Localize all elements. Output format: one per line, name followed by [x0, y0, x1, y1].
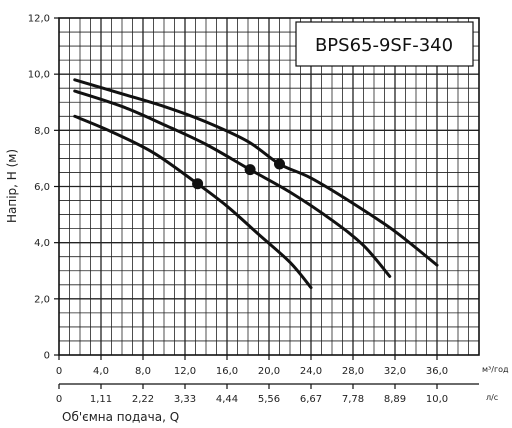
- y-tick-label: 8,0: [34, 126, 50, 137]
- y-tick-label: 12,0: [28, 14, 50, 25]
- x2-tick-label: 3,33: [174, 394, 196, 405]
- x2-unit-label: л/с: [486, 393, 498, 402]
- x2-tick-label: 0: [56, 394, 62, 405]
- x-tick-labels: 0 4,0 8,0 12,0 16,0 20,0 24,0 28,0 32,0 36,0: [56, 355, 448, 377]
- x-tick-label: 32,0: [384, 366, 406, 377]
- y-axis-label: Напір, H (м): [5, 149, 19, 223]
- curve-1-marker: [274, 158, 285, 170]
- curve-3: [73, 114, 313, 290]
- x-tick-label: 36,0: [426, 366, 448, 377]
- grid: [59, 18, 479, 355]
- x-tick-label: 24,0: [300, 366, 322, 377]
- curve-3-marker: [192, 178, 204, 190]
- x2-tick-label: 4,44: [216, 394, 238, 405]
- x-tick-label: 12,0: [174, 366, 196, 377]
- x-tick-label: 8,0: [135, 366, 151, 377]
- x2-tick-label: 2,22: [132, 394, 154, 405]
- x-tick-label: 16,0: [216, 366, 238, 377]
- x2-tick-label: 1,11: [90, 394, 112, 405]
- x2-tick-label: 10,0: [426, 394, 448, 405]
- x-tick-label: 20,0: [258, 366, 280, 377]
- y-tick-labels: 0 2,0 4,0 6,0 8,0 10,0 12,0: [28, 14, 59, 362]
- x2-tick-label: 5,56: [258, 394, 280, 405]
- y-tick-label: 6,0: [34, 182, 50, 193]
- x2-tick-label: 7,78: [342, 394, 364, 405]
- y-tick-label: 2,0: [34, 294, 50, 305]
- x-tick-label: 4,0: [93, 366, 109, 377]
- x-tick-label: 28,0: [342, 366, 364, 377]
- model-label: BPS65-9SF-340: [315, 35, 453, 56]
- y-tick-label: 4,0: [34, 238, 50, 249]
- y-tick-label: 0: [44, 351, 50, 362]
- y-tick-label: 10,0: [28, 70, 50, 81]
- curve-1: [73, 78, 439, 267]
- x2-tick-label: 6,67: [300, 394, 322, 405]
- x-unit-label: м³/год: [482, 365, 509, 374]
- x-axis-label: Об'ємна подача, Q: [62, 410, 179, 424]
- markers: [192, 158, 285, 190]
- model-label-box: [295, 21, 474, 67]
- x2-tick-label: 8,89: [384, 394, 406, 405]
- curve-2-marker: [244, 164, 256, 176]
- x2-tick-labels: 0 1,11 2,22 3,33 4,44 5,56 6,67 7,78 8,89 10,0: [56, 383, 479, 405]
- x-tick-label: 0: [56, 366, 62, 377]
